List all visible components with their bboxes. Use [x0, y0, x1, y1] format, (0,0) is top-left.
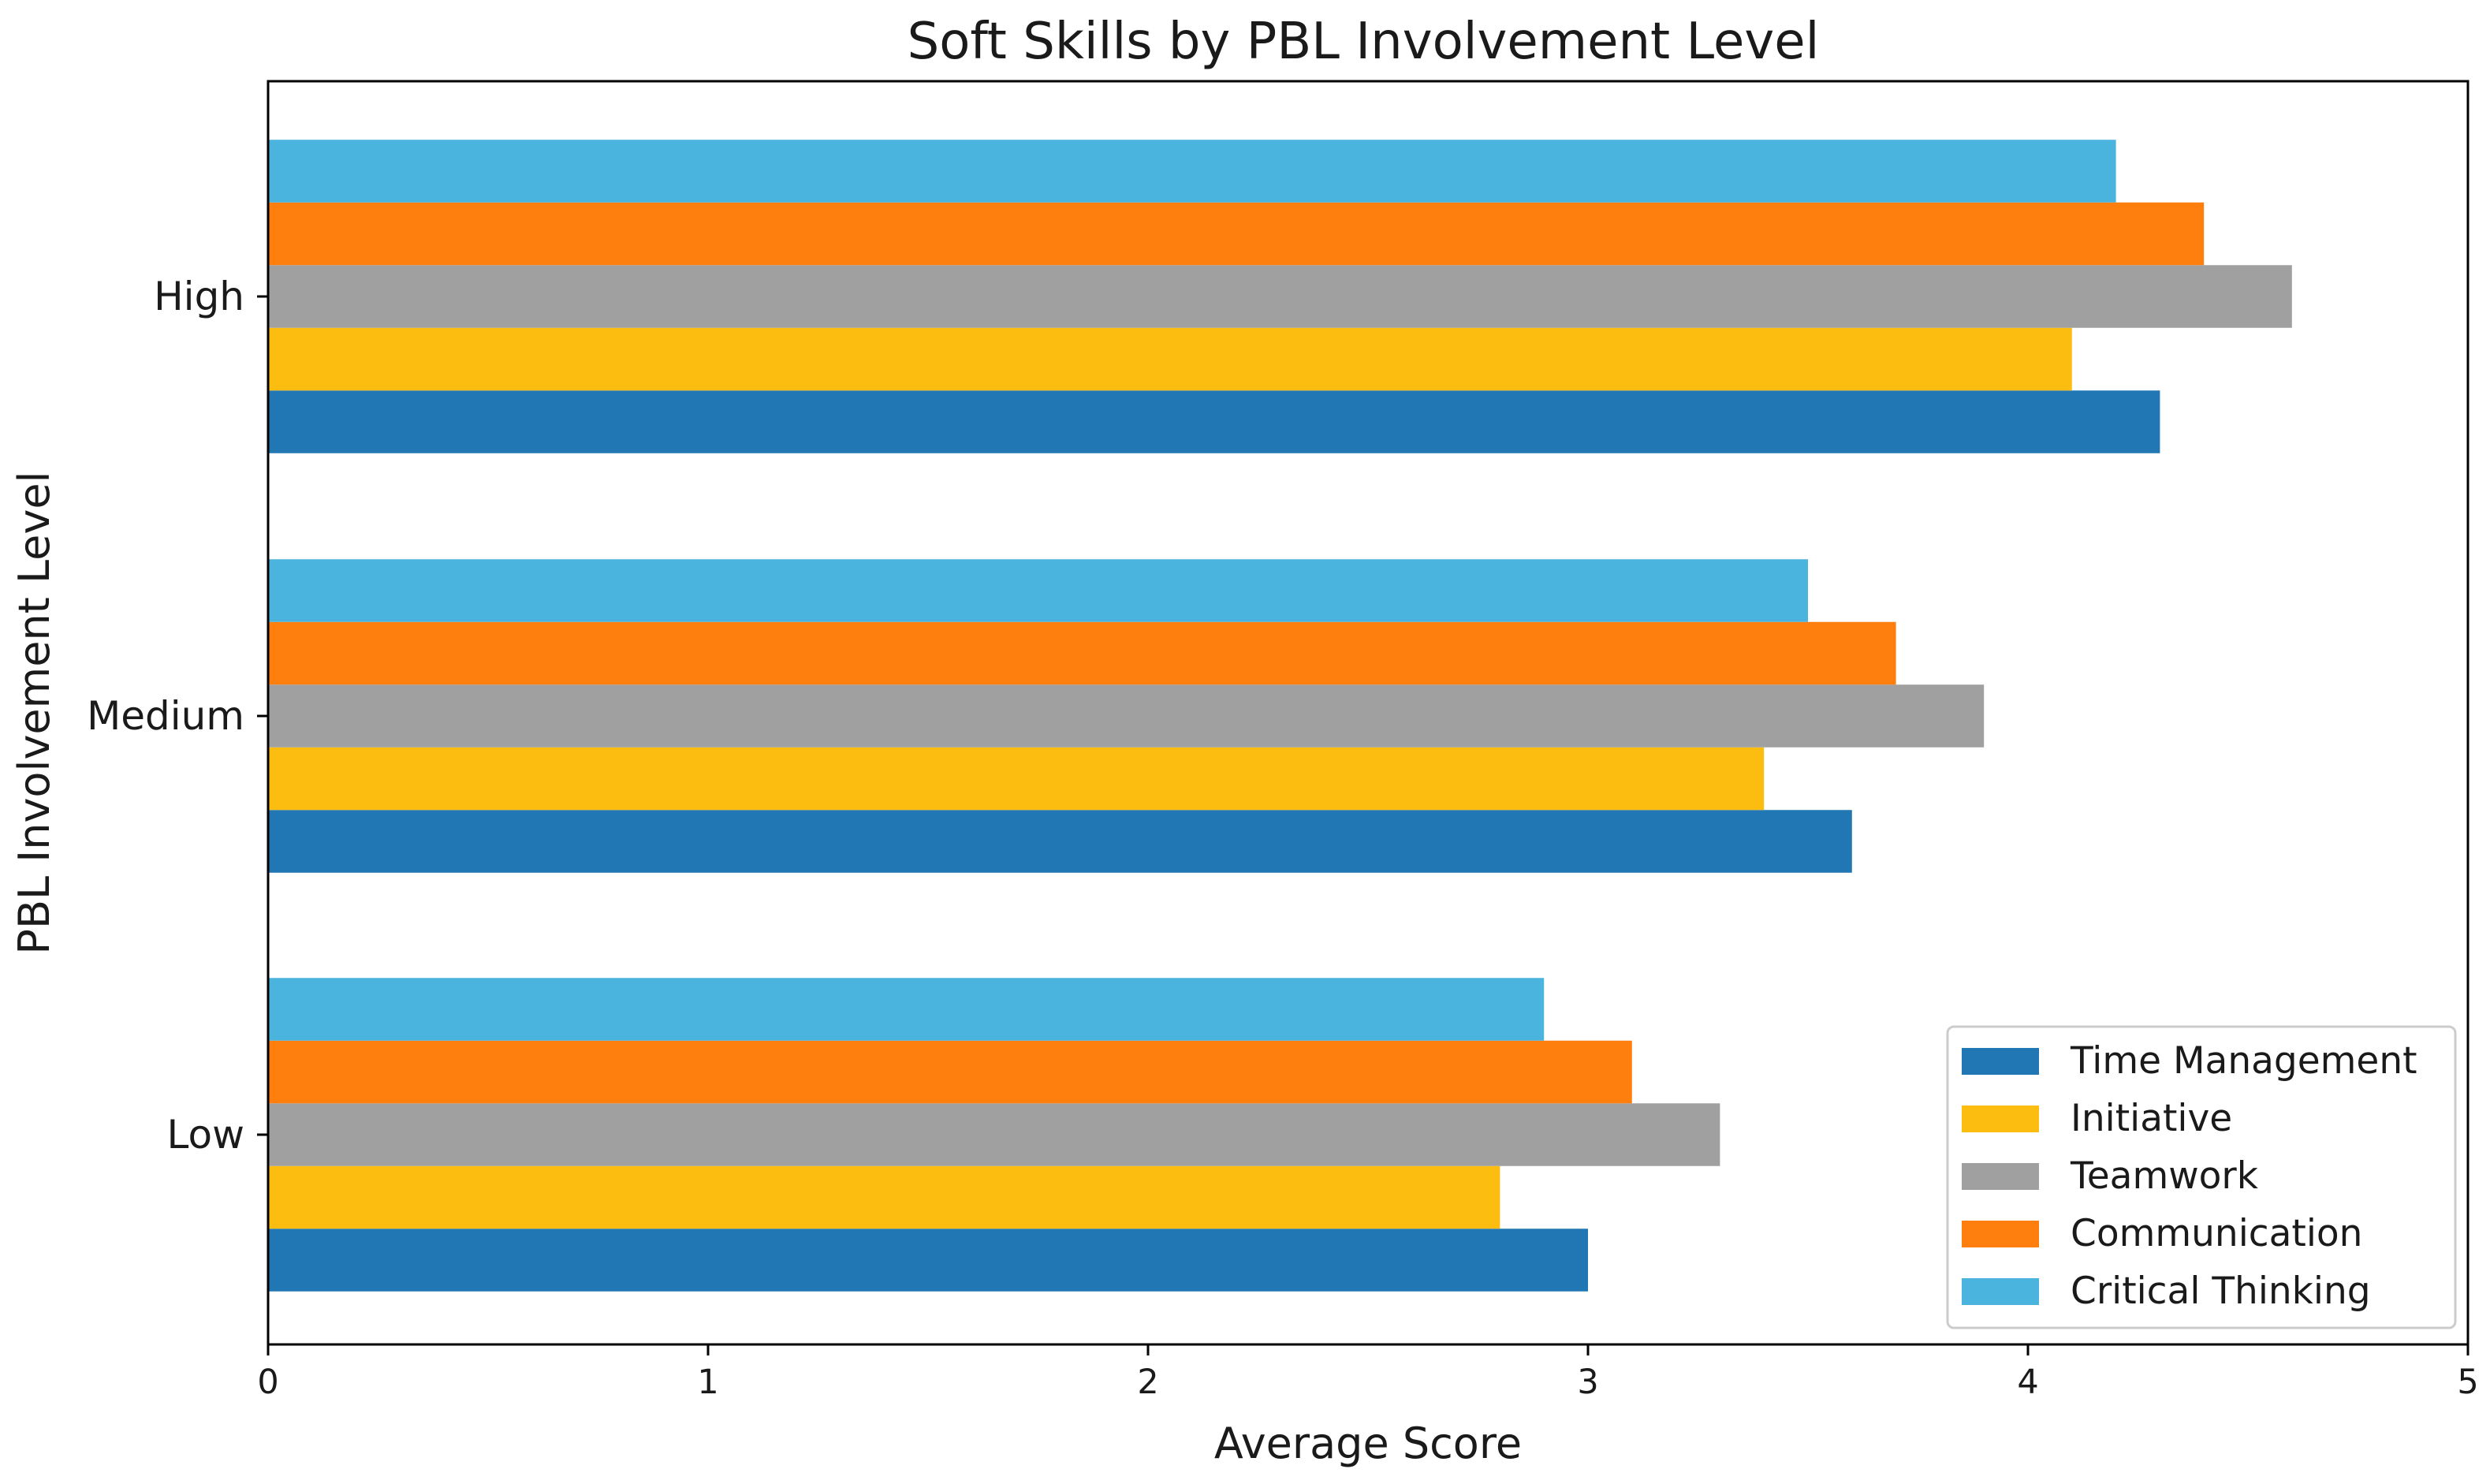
bar-time-management-high	[268, 390, 2160, 453]
y-axis: Low Medium High	[87, 274, 268, 1158]
x-tick-label: 1	[697, 1363, 718, 1402]
legend-swatch-initiative	[1962, 1106, 2039, 1132]
legend: Time Management Initiative Teamwork Communi…	[1946, 1025, 2457, 1329]
y-tick-label-low: Low	[167, 1112, 244, 1158]
x-tick-label: 0	[257, 1363, 278, 1402]
bars-layer	[268, 140, 2292, 1292]
bar-initiative-low	[268, 1165, 1500, 1229]
chart-title: Soft Skills by PBL Involvement Level	[908, 13, 1820, 71]
bar-critical-thinking-high	[268, 140, 2116, 203]
bar-initiative-high	[268, 327, 2072, 391]
x-axis: 0 1 2 3 4 5	[257, 1344, 2479, 1402]
x-tick-label: 5	[2457, 1363, 2478, 1402]
plot-frame	[267, 80, 2469, 1346]
x-axis-title: Average Score	[1214, 1419, 1522, 1468]
legend-label-time-management: Time Management	[2070, 1039, 2417, 1083]
bar-initiative-medium	[268, 747, 1765, 811]
legend-label-critical-thinking: Critical Thinking	[2071, 1270, 2371, 1313]
legend-frame	[1946, 1025, 2457, 1329]
bar-communication-high	[268, 202, 2205, 266]
bar-critical-thinking-low	[268, 978, 1545, 1041]
x-tick-label: 3	[1577, 1363, 1598, 1402]
bar-time-management-low	[268, 1229, 1588, 1292]
legend-swatch-teamwork	[1962, 1163, 2039, 1190]
y-axis-title: PBL Involvement Level	[9, 471, 59, 954]
legend-label-initiative: Initiative	[2071, 1097, 2232, 1140]
x-tick-label: 2	[1137, 1363, 1158, 1402]
y-tick-label-medium: Medium	[87, 693, 244, 739]
y-tick-label-high: High	[154, 274, 244, 319]
legend-swatch-time-management	[1962, 1048, 2039, 1075]
bar-communication-low	[268, 1040, 1632, 1104]
bar-time-management-medium	[268, 810, 1852, 873]
legend-label-communication: Communication	[2071, 1212, 2362, 1255]
bar-critical-thinking-medium	[268, 559, 1808, 622]
legend-label-teamwork: Teamwork	[2070, 1154, 2259, 1198]
x-tick-label: 4	[2017, 1363, 2038, 1402]
bar-teamwork-medium	[268, 684, 1985, 748]
legend-swatch-critical-thinking	[1962, 1278, 2039, 1305]
bar-communication-medium	[268, 621, 1896, 685]
bar-teamwork-low	[268, 1103, 1720, 1166]
legend-swatch-communication	[1962, 1221, 2039, 1247]
bar-teamwork-high	[268, 265, 2292, 328]
